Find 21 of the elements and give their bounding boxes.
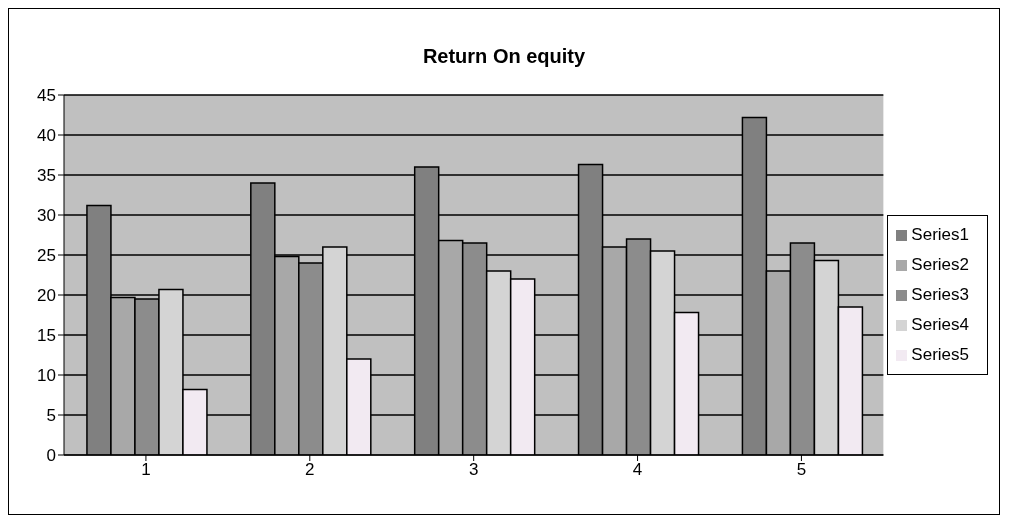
y-tick-label: 15 [37, 326, 56, 346]
legend-label: Series3 [911, 285, 969, 304]
legend-label: Series5 [911, 345, 969, 364]
legend-label: Series4 [911, 315, 969, 334]
y-tick-label: 20 [37, 286, 56, 306]
y-tick-label: 40 [37, 126, 56, 146]
y-tick-label: 30 [37, 206, 56, 226]
y-tick-label: 10 [37, 366, 56, 386]
x-tick-label: 1 [141, 460, 151, 480]
x-tick-label: 3 [468, 460, 479, 480]
x-tick-label: 5 [796, 460, 807, 480]
legend-label: Series2 [911, 255, 969, 274]
y-tick-label: 5 [46, 406, 56, 426]
legend-label: Series1 [911, 225, 969, 244]
y-tick-label: 0 [46, 446, 56, 466]
chart-title: Return On equity [421, 45, 587, 69]
x-tick-label: 4 [632, 460, 643, 480]
y-tick-label: 25 [37, 246, 56, 266]
y-tick-label: 35 [37, 166, 56, 186]
x-tick-label: 2 [305, 460, 315, 480]
y-tick-label: 45 [37, 86, 56, 106]
